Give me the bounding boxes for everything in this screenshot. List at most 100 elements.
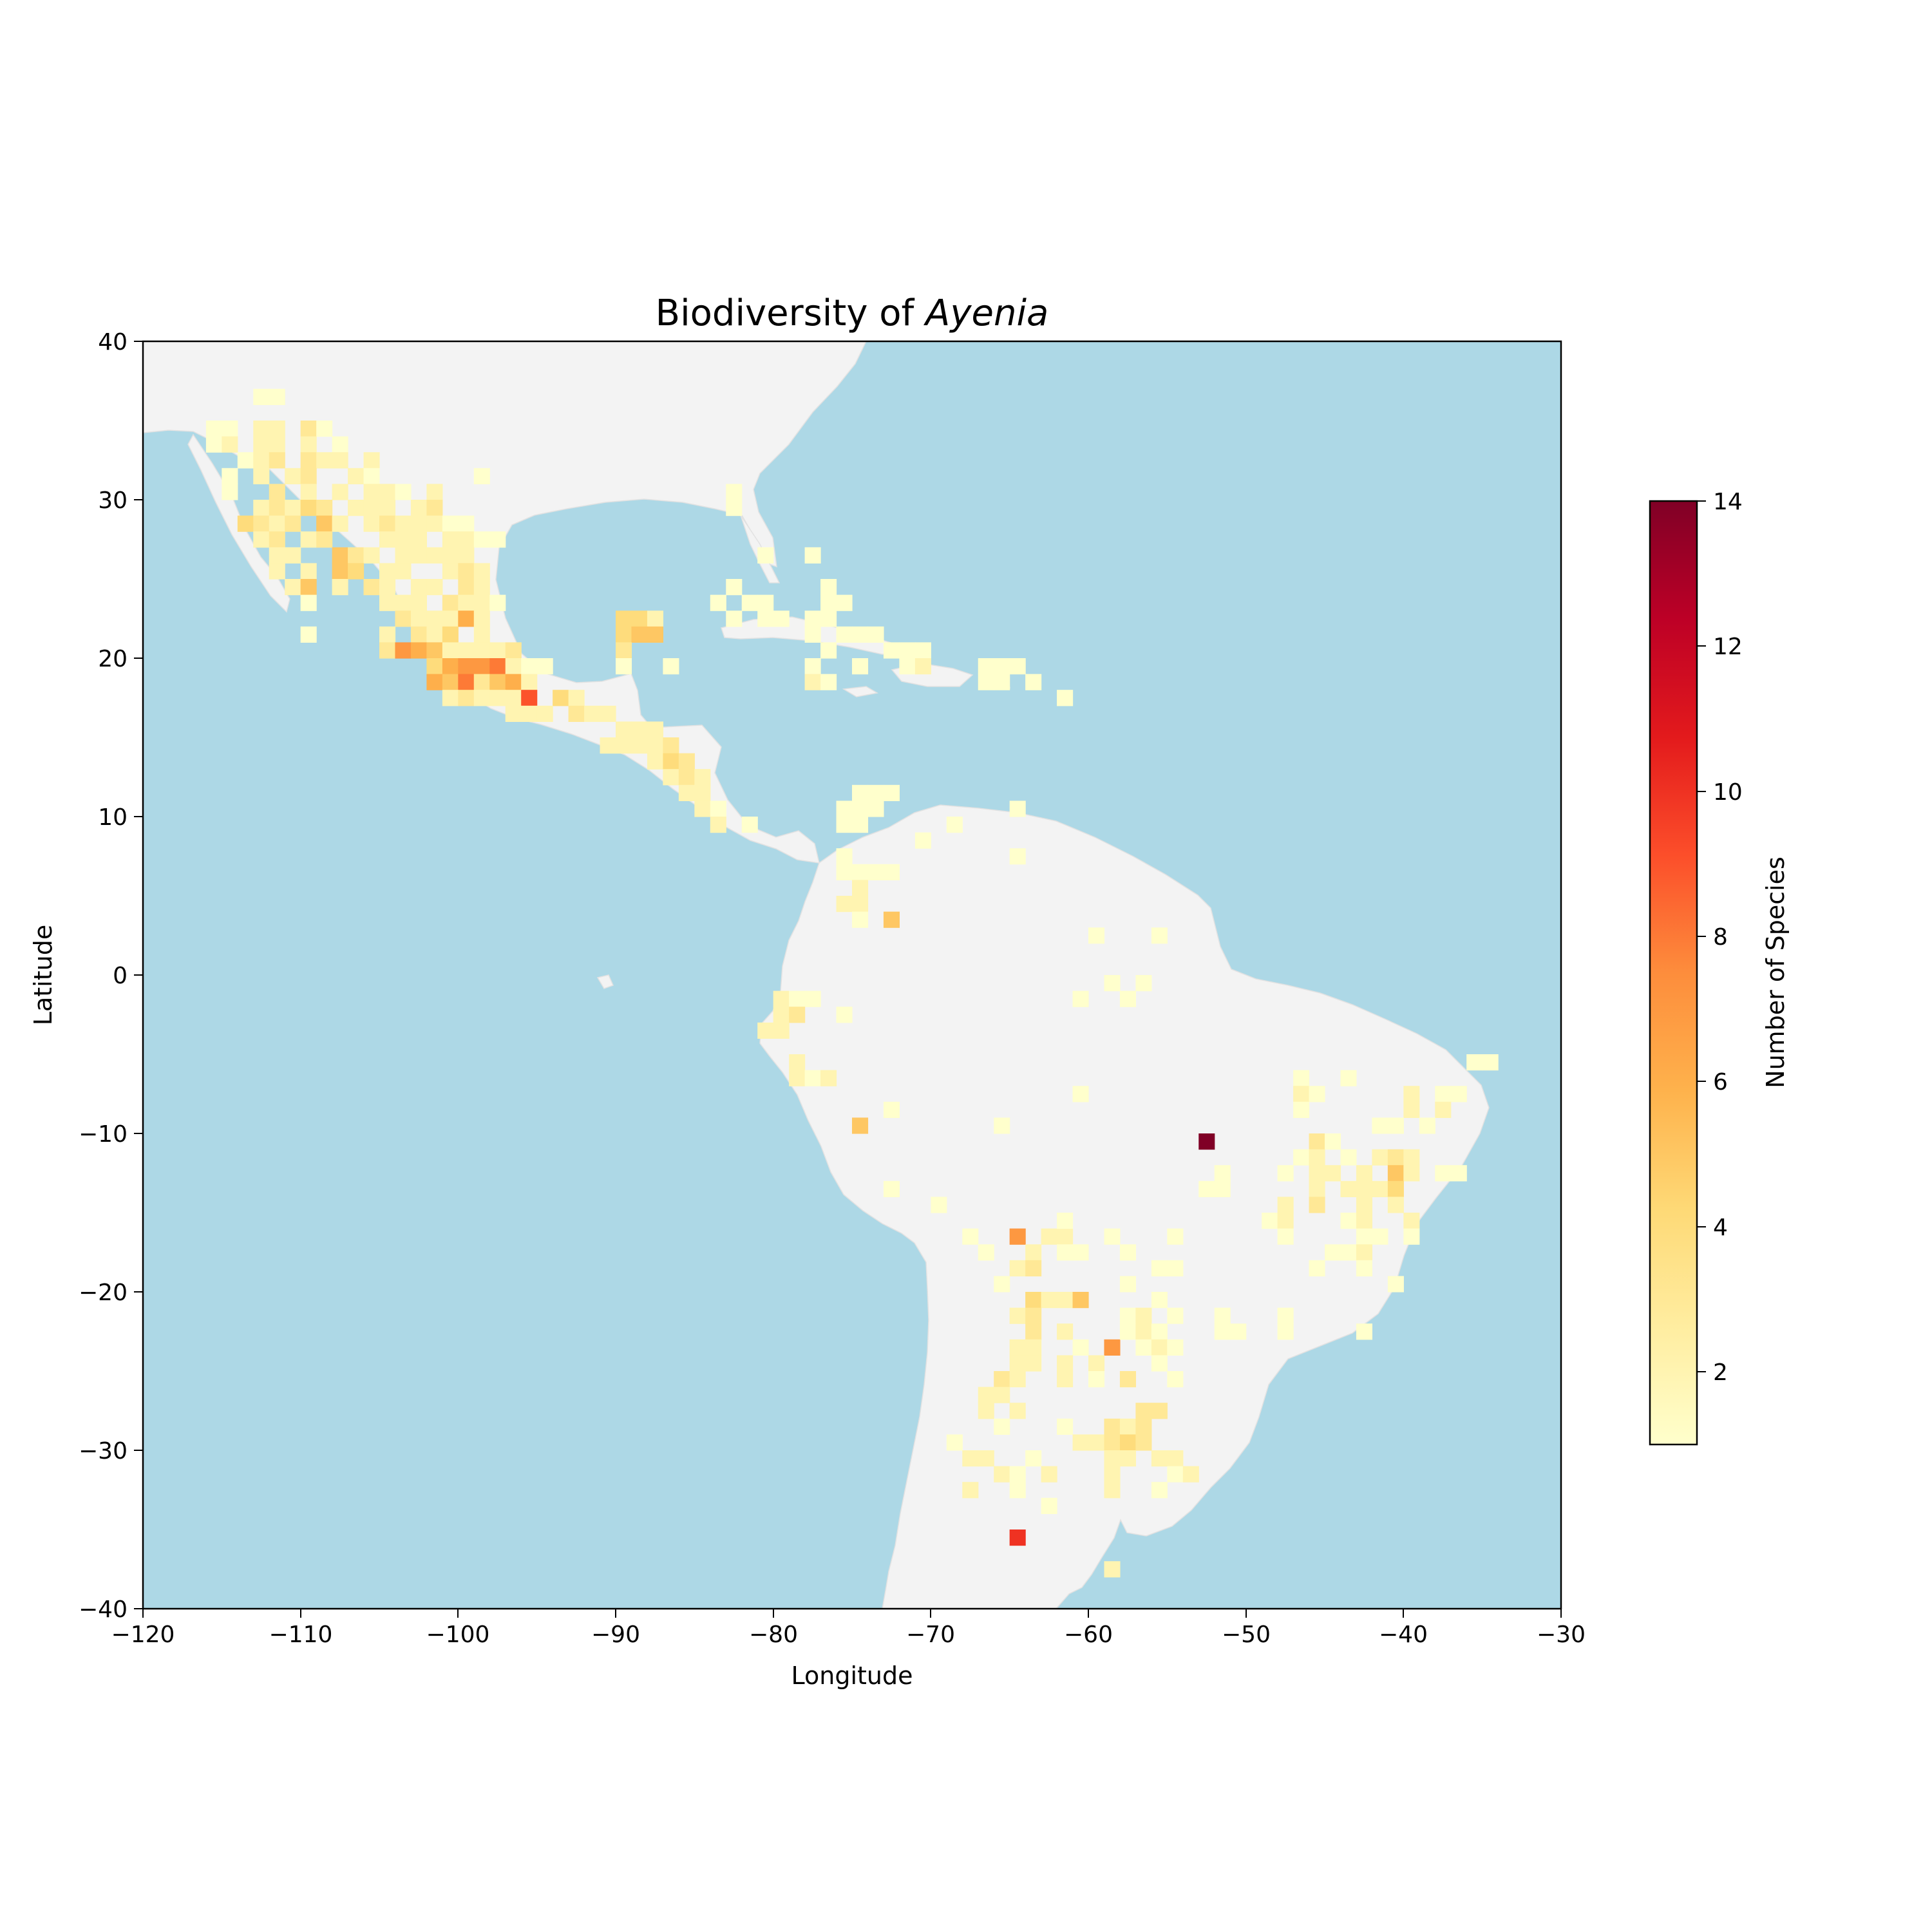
richness-cell bbox=[1072, 1434, 1089, 1451]
richness-cell bbox=[836, 594, 853, 611]
richness-cell bbox=[1072, 1244, 1089, 1261]
richness-cell bbox=[379, 531, 396, 548]
richness-cell bbox=[1135, 1434, 1152, 1451]
richness-cell bbox=[1309, 1180, 1325, 1197]
richness-cell bbox=[994, 1117, 1010, 1134]
richness-cell bbox=[410, 579, 427, 596]
richness-cell bbox=[1466, 1054, 1483, 1071]
richness-cell bbox=[253, 515, 270, 532]
richness-cell bbox=[395, 611, 412, 627]
richness-cell bbox=[1151, 1403, 1168, 1419]
richness-cell bbox=[789, 1070, 806, 1086]
richness-cell bbox=[1372, 1228, 1388, 1245]
richness-cell bbox=[410, 547, 427, 564]
richness-cell bbox=[1057, 1213, 1074, 1229]
richness-cell bbox=[1057, 690, 1074, 706]
richness-cell bbox=[473, 531, 490, 548]
richness-cell bbox=[1277, 1228, 1294, 1245]
richness-cell bbox=[285, 547, 301, 564]
richness-cell bbox=[616, 626, 632, 643]
richness-cell bbox=[867, 784, 884, 801]
richness-cell bbox=[1025, 1260, 1042, 1276]
richness-cell bbox=[473, 658, 490, 675]
richness-cell bbox=[1277, 1323, 1294, 1340]
richness-cell bbox=[1293, 1070, 1310, 1086]
richness-cell bbox=[473, 642, 490, 659]
richness-cell bbox=[1119, 1276, 1136, 1293]
richness-cell bbox=[458, 531, 475, 548]
richness-cell bbox=[883, 642, 900, 659]
richness-cell bbox=[1088, 1371, 1105, 1388]
richness-cell bbox=[332, 484, 348, 500]
richness-cell bbox=[994, 674, 1010, 690]
richness-cell bbox=[726, 484, 743, 500]
richness-cell bbox=[379, 626, 396, 643]
richness-cell bbox=[914, 642, 931, 659]
richness-cell bbox=[300, 484, 317, 500]
richness-cell bbox=[1182, 1466, 1199, 1482]
richness-cell bbox=[237, 452, 254, 469]
richness-cell bbox=[1403, 1213, 1420, 1229]
richness-cell bbox=[1372, 1180, 1388, 1197]
richness-cell bbox=[836, 817, 853, 833]
richness-cell bbox=[978, 1387, 994, 1403]
richness-cell bbox=[332, 436, 348, 453]
richness-cell bbox=[883, 864, 900, 880]
richness-cell bbox=[710, 594, 726, 611]
richness-cell bbox=[505, 705, 522, 722]
richness-cell bbox=[946, 1434, 963, 1451]
richness-cell bbox=[962, 1228, 979, 1245]
richness-cell bbox=[300, 579, 317, 596]
richness-cell bbox=[426, 579, 443, 596]
richness-cell bbox=[883, 1180, 900, 1197]
x-tick: −90 bbox=[591, 1609, 640, 1648]
richness-cell bbox=[1151, 1450, 1168, 1467]
landmass-south-america bbox=[759, 804, 1490, 1609]
richness-cell bbox=[836, 626, 853, 643]
richness-cell bbox=[568, 705, 585, 722]
richness-cell bbox=[773, 1022, 790, 1039]
richness-cell bbox=[852, 864, 869, 880]
y-tick-label: 30 bbox=[98, 488, 128, 514]
richness-cell bbox=[883, 911, 900, 928]
richness-cell bbox=[1119, 1307, 1136, 1324]
richness-cell bbox=[994, 1418, 1010, 1435]
richness-cell bbox=[300, 500, 317, 516]
richness-cell bbox=[316, 515, 333, 532]
richness-cell bbox=[253, 452, 270, 469]
x-tick: −120 bbox=[111, 1609, 175, 1648]
richness-cell bbox=[1025, 674, 1042, 690]
richness-cell bbox=[473, 690, 490, 706]
richness-cell bbox=[379, 579, 396, 596]
richness-cell bbox=[489, 594, 506, 611]
y-tick: 10 bbox=[98, 804, 143, 831]
x-tick: −50 bbox=[1222, 1609, 1271, 1648]
y-tick-label: −20 bbox=[79, 1280, 128, 1306]
richness-cell bbox=[505, 674, 522, 690]
richness-cell bbox=[316, 452, 333, 469]
richness-cell bbox=[363, 452, 380, 469]
richness-cell bbox=[395, 642, 412, 659]
richness-cell bbox=[710, 800, 726, 817]
richness-cell bbox=[1009, 658, 1026, 675]
richness-cell bbox=[1325, 1244, 1341, 1261]
chart-title-genus: Ayenia bbox=[923, 292, 1048, 334]
richness-cell bbox=[1403, 1086, 1420, 1103]
colorbar-tick-label: 2 bbox=[1713, 1359, 1728, 1386]
richness-cell bbox=[1387, 1276, 1404, 1293]
x-tick-label: −60 bbox=[1064, 1622, 1113, 1648]
richness-cell bbox=[946, 817, 963, 833]
richness-cell bbox=[600, 705, 616, 722]
richness-cell bbox=[458, 642, 475, 659]
richness-cell bbox=[1356, 1197, 1372, 1213]
richness-cell bbox=[1025, 1323, 1042, 1340]
richness-cell bbox=[363, 500, 380, 516]
richness-cell bbox=[1482, 1054, 1499, 1071]
richness-cell bbox=[442, 674, 459, 690]
richness-cell bbox=[1387, 1197, 1404, 1213]
richness-cell bbox=[773, 1007, 790, 1023]
richness-cell bbox=[1088, 1355, 1105, 1372]
richness-cell bbox=[1151, 927, 1168, 944]
richness-cell bbox=[348, 563, 365, 580]
